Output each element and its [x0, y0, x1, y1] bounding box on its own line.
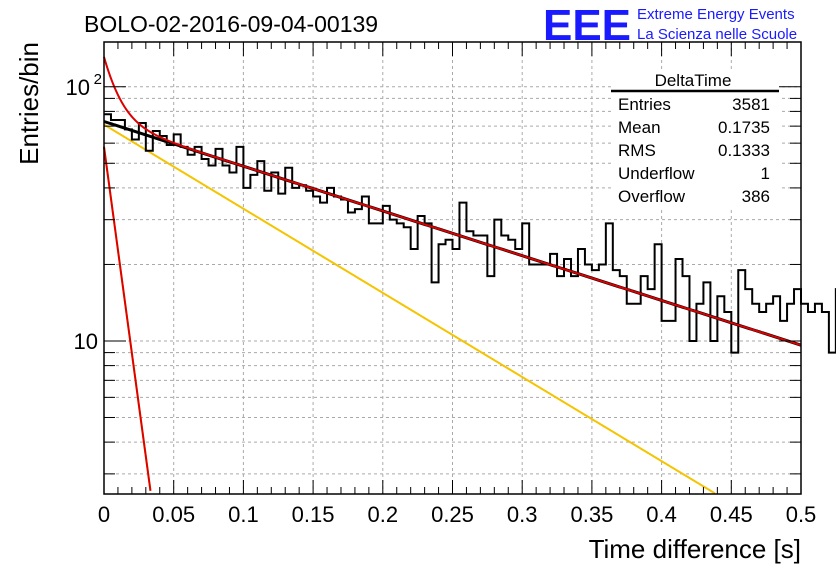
stats-label-rms: RMS	[618, 141, 656, 160]
stats-title: DeltaTime	[655, 71, 732, 90]
eee-logo-line1: Extreme Energy Events	[637, 6, 795, 23]
fit-curve-1	[103, 56, 802, 347]
x-tick-label: 0.5	[786, 502, 817, 527]
stats-label-underflow: Underflow	[618, 164, 695, 183]
histogram	[103, 113, 836, 354]
x-tick-label: 0	[98, 502, 110, 527]
stats-value-underflow: 1	[761, 164, 770, 183]
eee-logo-mark: EEE	[543, 1, 631, 50]
eee-logo: EEE Extreme Energy Events La Scienza nel…	[543, 1, 797, 50]
stats-box: DeltaTime Entries 3581 Mean 0.1735 RMS 0…	[611, 70, 779, 210]
fit-curves-back	[103, 123, 716, 495]
chart-title: BOLO-02-2016-09-04-00139	[84, 11, 378, 37]
histogram-outline	[103, 113, 836, 354]
axis-ticks	[103, 42, 802, 494]
y-tick-label: 10	[74, 329, 98, 354]
x-tick-label: 0.05	[152, 502, 195, 527]
stats-label-overflow: Overflow	[618, 187, 686, 206]
x-tick-label: 0.15	[292, 502, 335, 527]
y-tick-label: 10	[66, 75, 90, 100]
x-tick-label: 0.3	[507, 502, 538, 527]
x-tick-label: 0.4	[646, 502, 677, 527]
fit-curve-4	[103, 146, 152, 491]
stats-label-entries: Entries	[618, 95, 671, 114]
x-axis-label: Time difference [s]	[589, 534, 801, 564]
eee-logo-line2: La Scienza nelle Scuole	[637, 26, 797, 43]
stats-value-mean: 0.1735	[718, 118, 770, 137]
stats-value-entries: 3581	[732, 95, 770, 114]
x-tick-label: 0.2	[368, 502, 399, 527]
y-tick-exponent: 2	[94, 71, 102, 88]
x-tick-labels: 0 0.05 0.1 0.15 0.2 0.25 0.3 0.35 0.4 0.45 0.5	[98, 502, 816, 527]
stats-label-mean: Mean	[618, 118, 661, 137]
x-tick-label: 0.45	[710, 502, 753, 527]
x-tick-label: 0.35	[570, 502, 613, 527]
x-tick-label: 0.25	[431, 502, 474, 527]
y-axis-label: Entries/bin	[14, 42, 44, 165]
stats-value-overflow: 386	[742, 187, 770, 206]
stats-value-rms: 0.1333	[718, 141, 770, 160]
fit-curves-front	[103, 56, 802, 347]
grid	[104, 42, 801, 494]
x-tick-label: 0.1	[228, 502, 259, 527]
fit-curve-2	[103, 123, 716, 495]
